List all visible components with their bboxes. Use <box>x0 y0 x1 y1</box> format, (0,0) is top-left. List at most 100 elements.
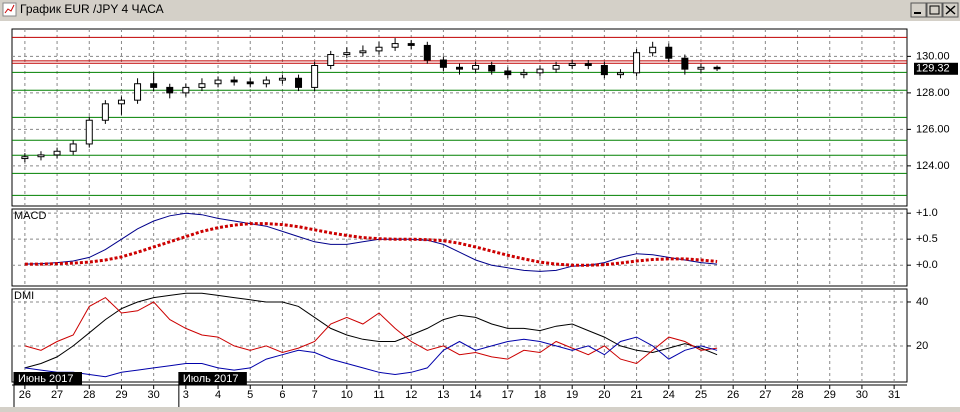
y-tick-label: +1.0 <box>916 207 938 219</box>
candle-body <box>407 43 415 46</box>
x-tick-label: 28 <box>83 389 95 401</box>
candle-body <box>246 81 254 85</box>
x-tick-label: 27 <box>51 389 63 401</box>
candle-body <box>439 59 447 68</box>
x-tick-label: 7 <box>312 389 318 401</box>
candle-body <box>359 50 367 54</box>
x-tick-label: 19 <box>566 389 578 401</box>
x-tick-label: 29 <box>824 389 836 401</box>
x-tick-label: 3 <box>183 389 189 401</box>
y-tick-label: 40 <box>916 296 928 308</box>
candle-body <box>568 63 576 66</box>
candle-body <box>278 77 286 81</box>
minimize-button[interactable] <box>910 2 927 18</box>
candle-body <box>488 64 496 72</box>
candle-body <box>101 103 109 121</box>
candle-body <box>520 72 528 76</box>
indicator-line <box>24 212 718 272</box>
month-label: Июль 2017 <box>183 373 239 385</box>
candle-body <box>69 143 77 152</box>
candle-body <box>37 154 45 158</box>
indicator-line <box>24 222 718 267</box>
indicator-line <box>24 336 718 378</box>
chart-area <box>0 21 960 407</box>
y-tick-label: 124.00 <box>916 160 950 172</box>
x-tick-label: 12 <box>405 389 417 401</box>
x-tick-label: 20 <box>598 389 610 401</box>
x-tick-label: 6 <box>279 389 285 401</box>
x-tick-label: 4 <box>215 389 221 401</box>
x-tick-label: 30 <box>856 389 868 401</box>
candle-body <box>536 68 544 74</box>
x-tick-label: 31 <box>888 389 900 401</box>
candle-body <box>697 66 705 70</box>
candle-body <box>665 46 673 59</box>
panel-label: DMI <box>14 290 34 302</box>
candle-body <box>53 150 61 156</box>
x-tick-label: 11 <box>373 389 384 401</box>
indicator-line <box>24 296 718 365</box>
candle-body <box>456 66 463 70</box>
x-tick-label: 27 <box>759 389 771 401</box>
candle-body <box>182 86 190 94</box>
panel-frame <box>11 208 908 287</box>
candle-body <box>343 52 351 56</box>
window-icon-graph <box>4 4 15 14</box>
x-tick-label: 17 <box>502 389 514 401</box>
candle-body <box>21 156 29 160</box>
candle-body <box>166 86 174 94</box>
candle-body <box>375 46 383 52</box>
x-tick-label: 21 <box>630 389 642 401</box>
panel-label: MACD <box>14 210 46 222</box>
month-label-box <box>178 372 247 385</box>
y-tick-label: 20 <box>916 340 928 352</box>
candle-body <box>262 79 270 85</box>
candle-body <box>552 64 560 70</box>
candle-body <box>633 52 641 74</box>
month-label-box <box>14 372 82 385</box>
candle-body <box>713 66 721 70</box>
candle-body <box>198 83 206 88</box>
y-tick-label: +0.0 <box>916 259 938 271</box>
candle-body <box>85 119 93 145</box>
candle-body <box>616 72 624 76</box>
candle-body <box>117 99 125 105</box>
x-tick-label: 10 <box>341 389 353 401</box>
title-bar <box>0 0 960 20</box>
candle-body <box>295 77 303 88</box>
candle-body <box>311 64 319 88</box>
candle-body <box>230 79 238 83</box>
month-label: Июнь 2017 <box>18 373 74 385</box>
last-price-box <box>914 62 958 75</box>
candle-body <box>472 64 480 70</box>
x-tick-label: 18 <box>534 389 546 401</box>
candle-body <box>327 54 335 66</box>
maximize-button[interactable] <box>926 2 943 18</box>
candle-body <box>649 46 657 54</box>
x-tick-label: 30 <box>148 389 160 401</box>
window-buttons <box>910 2 959 18</box>
x-tick-label: 13 <box>437 389 449 401</box>
close-icon <box>945 5 956 15</box>
candle-body <box>681 57 689 70</box>
candle-body <box>214 79 222 85</box>
x-tick-label: 29 <box>115 389 127 401</box>
candle-body <box>600 64 608 76</box>
x-tick-label: 5 <box>247 389 253 401</box>
candle-body <box>584 63 592 66</box>
candle-body <box>391 43 399 48</box>
candle-body <box>423 44 431 61</box>
panel-frame <box>11 288 908 383</box>
x-tick-label: 26 <box>727 389 739 401</box>
plot-layer: 130.00 128.00 126.00 124.00 129.32 +1.0 +0.5 +0… <box>11 28 958 407</box>
candle-body <box>134 83 142 101</box>
x-tick-label: 24 <box>663 389 675 401</box>
x-tick-label: 25 <box>695 389 707 401</box>
window-title: График EUR /JPY 4 ЧАСА <box>20 2 164 16</box>
x-tick-label: 26 <box>19 389 31 401</box>
x-tick-label: 28 <box>791 389 803 401</box>
y-tick-label: 130.00 <box>916 50 950 62</box>
candle-body <box>504 70 512 76</box>
candle-body <box>150 83 158 88</box>
